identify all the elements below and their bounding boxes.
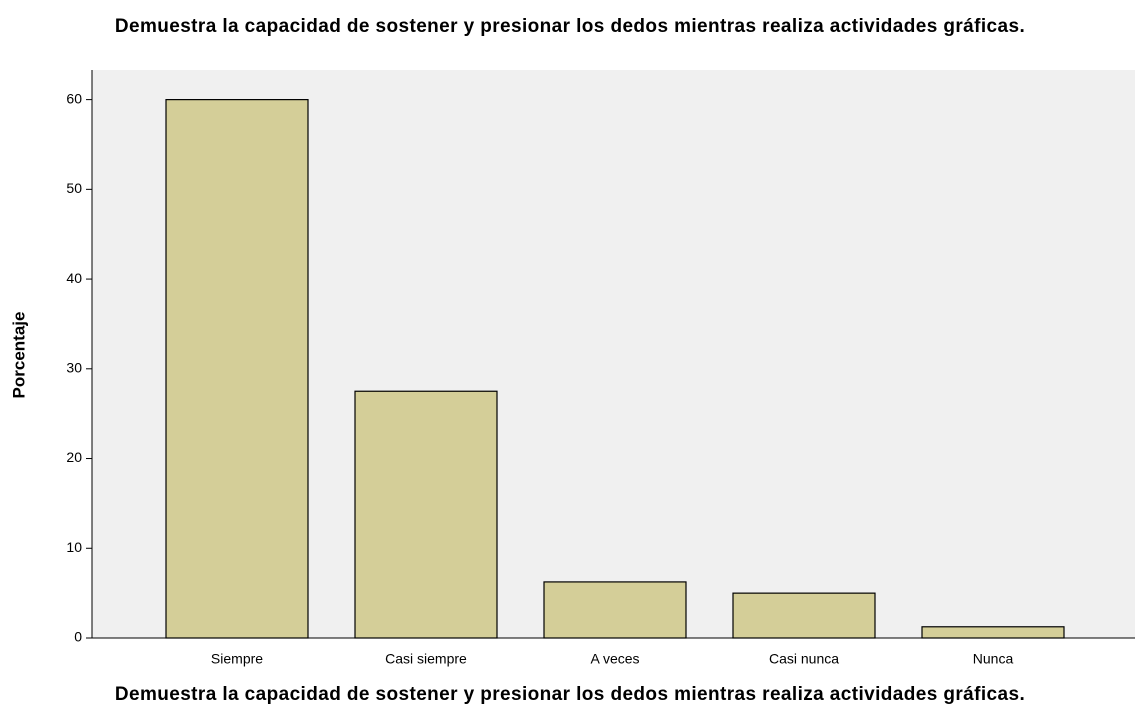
x-axis-label: Demuestra la capacidad de sostener y pre… xyxy=(114,684,1026,705)
bar xyxy=(732,592,876,639)
bar xyxy=(165,99,309,639)
bar xyxy=(354,390,498,639)
y-tick-label: 20 xyxy=(66,449,82,465)
y-tick-label: 40 xyxy=(66,270,82,286)
x-tick-label: Casi nunca xyxy=(769,651,839,667)
y-tick-label: 0 xyxy=(74,629,82,645)
x-tick-label: Nunca xyxy=(973,651,1014,667)
x-tick-label: A veces xyxy=(590,651,639,667)
y-tick-label: 60 xyxy=(66,90,82,106)
y-tick-label: 50 xyxy=(66,180,82,196)
bar xyxy=(543,581,687,639)
y-tick-label: 30 xyxy=(66,360,82,376)
y-axis-label: Porcentaje xyxy=(9,312,28,399)
bar xyxy=(921,626,1065,639)
y-tick-label: 10 xyxy=(66,539,82,555)
x-tick-label: Siempre xyxy=(211,651,263,667)
chart-title: Demuestra la capacidad de sostener y pre… xyxy=(114,16,1026,37)
x-tick-label: Casi siempre xyxy=(385,651,467,667)
